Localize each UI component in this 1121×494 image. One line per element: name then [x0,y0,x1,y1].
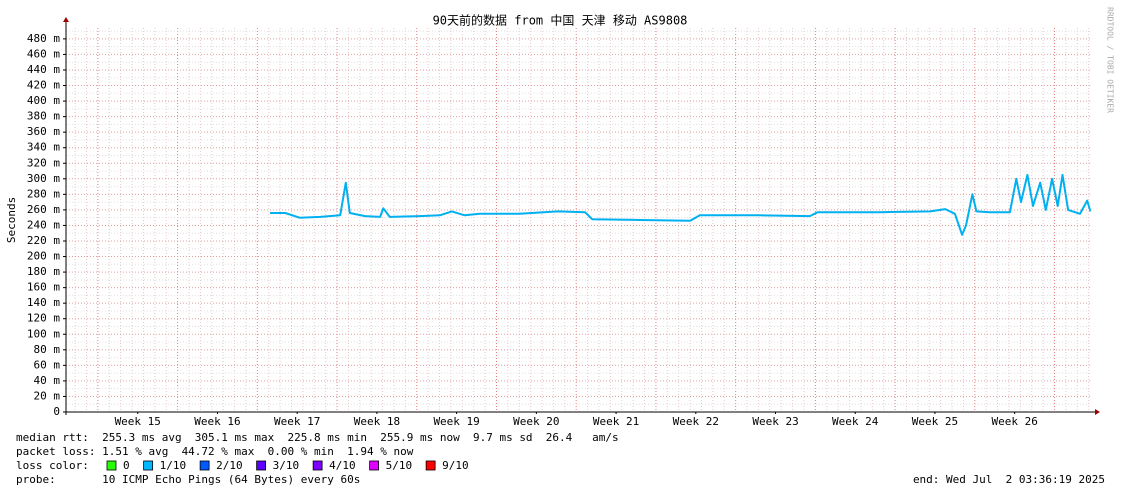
y-tick-label: 220 m [27,234,60,247]
x-tick-label: Week 20 [513,415,559,428]
stats-line: median rtt: 255.3 ms avg 305.1 ms max 22… [16,431,619,444]
legend-label: 9/10 [442,459,469,472]
legend-label: 4/10 [329,459,356,472]
y-tick-label: 360 m [27,125,60,138]
y-tick-label: 240 m [27,218,60,231]
legend-swatch [312,460,323,471]
x-tick-label: Week 18 [354,415,400,428]
y-tick-label: 140 m [27,296,60,309]
legend-label: 1/10 [160,459,187,472]
y-tick-label: 340 m [27,141,60,154]
x-axis-arrow [1095,409,1100,415]
legend-label: 2/10 [216,459,243,472]
legend-label: 5/10 [386,459,413,472]
y-axis-arrow [63,17,69,22]
y-tick-label: 380 m [27,110,60,123]
x-tick-label: Week 16 [194,415,240,428]
y-tick-label: 320 m [27,156,60,169]
legend-swatch [369,460,380,471]
y-tick-label: 460 m [27,47,60,60]
legend-swatch [425,460,436,471]
loss-color-label: loss color: [16,459,89,472]
x-tick-label: Week 17 [274,415,320,428]
y-tick-label: 280 m [27,187,60,200]
y-tick-label: 200 m [27,250,60,263]
y-tick-label: 260 m [27,203,60,216]
y-tick-label: 300 m [27,172,60,185]
y-tick-label: 100 m [27,327,60,340]
y-tick-label: 20 m [34,389,61,402]
x-tick-label: Week 25 [912,415,958,428]
legend-swatch [199,460,210,471]
watermark: RRDTOOL / TOBI OETIKER [1106,7,1115,113]
probe-line: probe: 10 ICMP Echo Pings (64 Bytes) eve… [16,473,360,486]
x-tick-label: Week 15 [115,415,161,428]
median-line [270,173,1092,236]
chart-title: 90天前的数据 from 中国 天津 移动 AS9808 [433,13,688,28]
y-tick-label: 60 m [34,358,61,371]
x-tick-label: Week 24 [832,415,879,428]
x-tick-label: Week 23 [752,415,798,428]
y-tick-label: 420 m [27,79,60,92]
y-tick-label: 120 m [27,312,60,325]
y-tick-label: 80 m [34,343,61,356]
y-tick-label: 400 m [27,94,60,107]
y-tick-label: 0 [53,405,60,418]
y-tick-label: 40 m [34,374,61,387]
x-tick-label: Week 21 [593,415,639,428]
stats-line: packet loss: 1.51 % avg 44.72 % max 0.00… [16,445,414,458]
legend-swatch [106,460,117,471]
legend-swatch [256,460,267,471]
legend-label: 0 [123,459,130,472]
end-time: end: Wed Jul 2 03:36:19 2025 [913,473,1105,486]
legend-label: 3/10 [273,459,300,472]
y-tick-label: 440 m [27,63,60,76]
legend-swatch [143,460,154,471]
y-tick-label: 180 m [27,265,60,278]
x-tick-label: Week 22 [673,415,719,428]
y-axis-label: Seconds [5,197,18,243]
y-tick-label: 480 m [27,32,60,45]
y-tick-label: 160 m [27,281,60,294]
x-tick-label: Week 19 [433,415,479,428]
x-tick-label: Week 26 [991,415,1037,428]
